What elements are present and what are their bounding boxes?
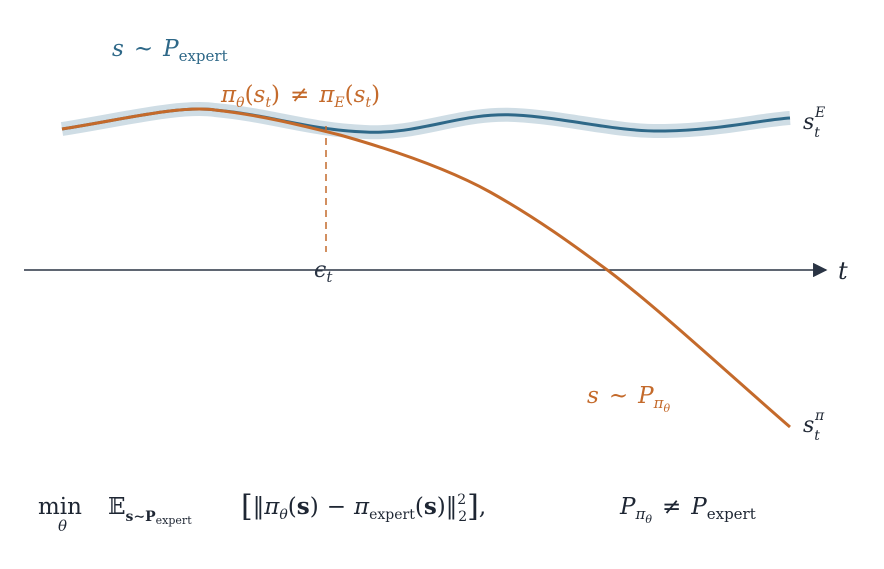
objective-formula: min θ 𝔼s∼Pexpert [‖πθ(s) − πexpert(s)‖2 2],… bbox=[38, 489, 756, 535]
norm-expression: [‖πθ(s) − πexpert(s)‖2 2], bbox=[241, 489, 486, 525]
distribution-mismatch: Pπθ ≠ Pexpert bbox=[619, 494, 756, 526]
expert-distribution-label: s ~ Pexpert bbox=[112, 36, 228, 65]
expert-end-label: stE bbox=[803, 105, 825, 141]
policy-trajectory bbox=[61, 107, 791, 429]
min-operator: min bbox=[38, 494, 82, 520]
min-subscript: θ bbox=[58, 517, 67, 535]
epsilon-t-label: ϵt bbox=[314, 258, 333, 286]
policy-end-label: stπ bbox=[803, 408, 825, 444]
policy-mismatch-label: πθ(st) ≠ πE(st) bbox=[220, 82, 380, 111]
expectation: 𝔼s∼Pexpert bbox=[108, 494, 192, 527]
expert-distribution-band bbox=[60, 102, 791, 140]
policy-distribution-label: s ~ Pπθ bbox=[587, 383, 670, 415]
time-axis-label: t bbox=[838, 257, 848, 285]
